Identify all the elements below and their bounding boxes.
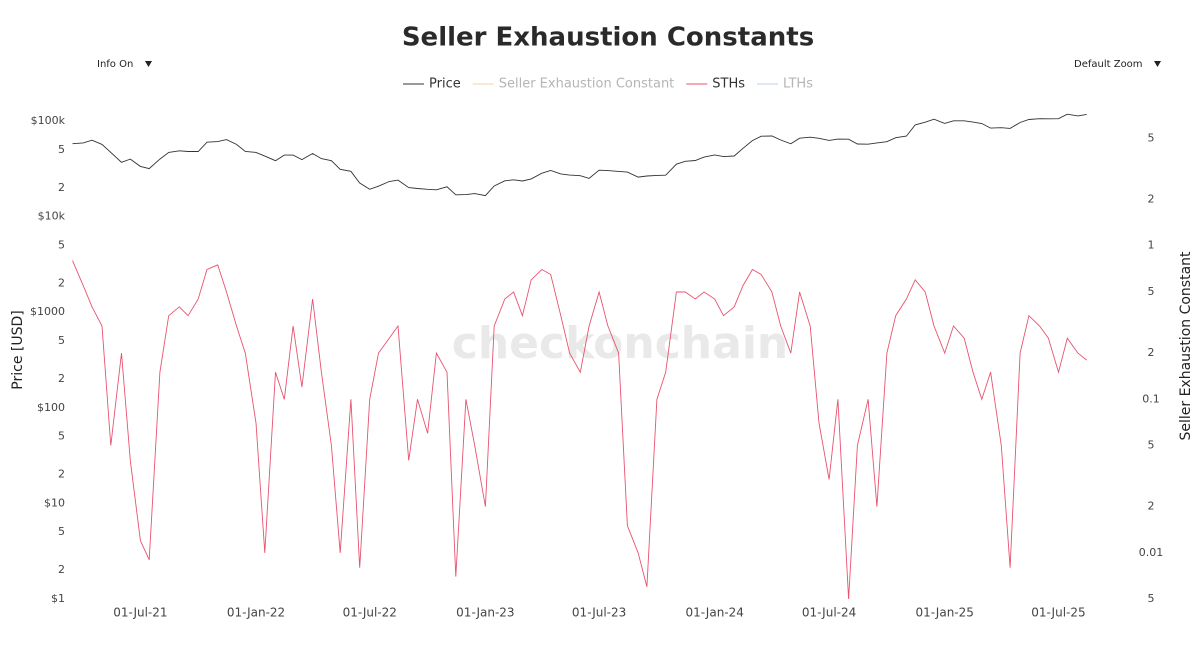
- legend-item: LTHs: [757, 77, 813, 92]
- y-tick-label: 5: [58, 143, 65, 156]
- y-tick-label: 5: [58, 430, 65, 443]
- y-tick-label: 2: [58, 181, 65, 194]
- y-tick-label: $100: [37, 401, 65, 414]
- y-tick-label: 2: [58, 372, 65, 385]
- y-tick-label: 2: [58, 563, 65, 576]
- y2-tick-label: 2: [1148, 193, 1155, 206]
- y-tick-label: $1000: [30, 305, 65, 318]
- x-tick-label: 01-Jul-23: [572, 606, 626, 620]
- y-tick-label: 5: [58, 334, 65, 347]
- y-tick-label: $1: [51, 592, 65, 605]
- legend-label: Seller Exhaustion Constant: [499, 77, 675, 92]
- y-tick-label: $10k: [38, 210, 66, 223]
- y2-tick-label: 5: [1148, 131, 1155, 144]
- y-tick-label: 5: [58, 238, 65, 251]
- legend-label: LTHs: [783, 77, 813, 92]
- legend-item: Price: [403, 77, 461, 92]
- x-tick-label: 01-Jul-21: [113, 606, 167, 620]
- zoom-label: Default Zoom: [1074, 59, 1143, 70]
- y2-tick-label: 2: [1148, 500, 1155, 513]
- legend-item: Seller Exhaustion Constant: [472, 77, 675, 92]
- y-tick-label: $100k: [31, 114, 66, 127]
- y2-tick-label: 5: [1148, 285, 1155, 298]
- x-tick-label: 01-Jan-24: [686, 606, 744, 620]
- y-tick-label: 5: [58, 525, 65, 538]
- y2-tick-label: 5: [1148, 438, 1155, 451]
- dropdown-arrow: [145, 61, 152, 67]
- x-tick-label: 01-Jul-22: [343, 606, 397, 620]
- legend: Price Seller Exhaustion Constant STHs LTHs: [403, 77, 813, 92]
- info-dropdown[interactable]: Info On: [97, 59, 152, 70]
- legend-label: Price: [429, 77, 461, 92]
- y2-axis-title: Seller Exhaustion Constant: [1178, 251, 1194, 441]
- y2-tick-label: 0.01: [1139, 546, 1164, 559]
- y2-tick-label: 0.1: [1142, 392, 1160, 405]
- x-tick-label: 01-Jul-25: [1031, 606, 1085, 620]
- y2-tick-label: 1: [1148, 239, 1155, 252]
- chart-title: Seller Exhaustion Constants: [402, 23, 814, 53]
- series-line: [72, 260, 1087, 600]
- y-tick-label: 2: [58, 276, 65, 289]
- info-label: Info On: [97, 59, 133, 70]
- legend-label: STHs: [712, 77, 745, 92]
- x-tick-label: 01-Jan-23: [456, 606, 514, 620]
- watermark: checkonchain: [452, 318, 788, 369]
- zoom-dropdown[interactable]: Default Zoom: [1074, 59, 1161, 70]
- x-tick-label: 01-Jan-25: [916, 606, 974, 620]
- y-tick-label: $10: [44, 496, 65, 509]
- legend-item: STHs: [686, 77, 745, 92]
- dropdown-arrow: [1154, 61, 1161, 67]
- y-axis-title: Price [USD]: [10, 310, 26, 389]
- series-line: [72, 113, 1087, 197]
- y-tick-label: 2: [58, 468, 65, 481]
- y2-tick-label: 2: [1148, 346, 1155, 359]
- x-tick-label: 01-Jan-22: [227, 606, 285, 620]
- y2-tick-label: 5: [1148, 592, 1155, 605]
- x-tick-label: 01-Jul-24: [802, 606, 856, 620]
